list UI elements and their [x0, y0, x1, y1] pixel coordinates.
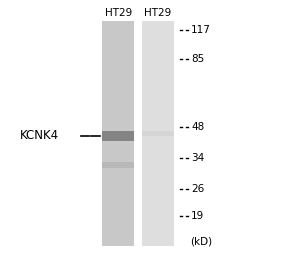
Text: HT29: HT29	[144, 8, 171, 18]
Bar	[142, 131, 174, 136]
Bar	[102, 21, 134, 246]
Text: KCNK4: KCNK4	[20, 129, 59, 143]
Bar	[142, 21, 174, 246]
Text: 117: 117	[191, 25, 211, 35]
Text: 19: 19	[191, 211, 204, 221]
Text: (kD): (kD)	[190, 237, 212, 247]
Text: 85: 85	[191, 54, 204, 64]
Text: 34: 34	[191, 153, 204, 163]
Bar	[102, 162, 134, 168]
Bar	[102, 131, 134, 141]
Text: 48: 48	[191, 122, 204, 132]
Text: 26: 26	[191, 184, 204, 194]
Text: HT29: HT29	[105, 8, 132, 18]
